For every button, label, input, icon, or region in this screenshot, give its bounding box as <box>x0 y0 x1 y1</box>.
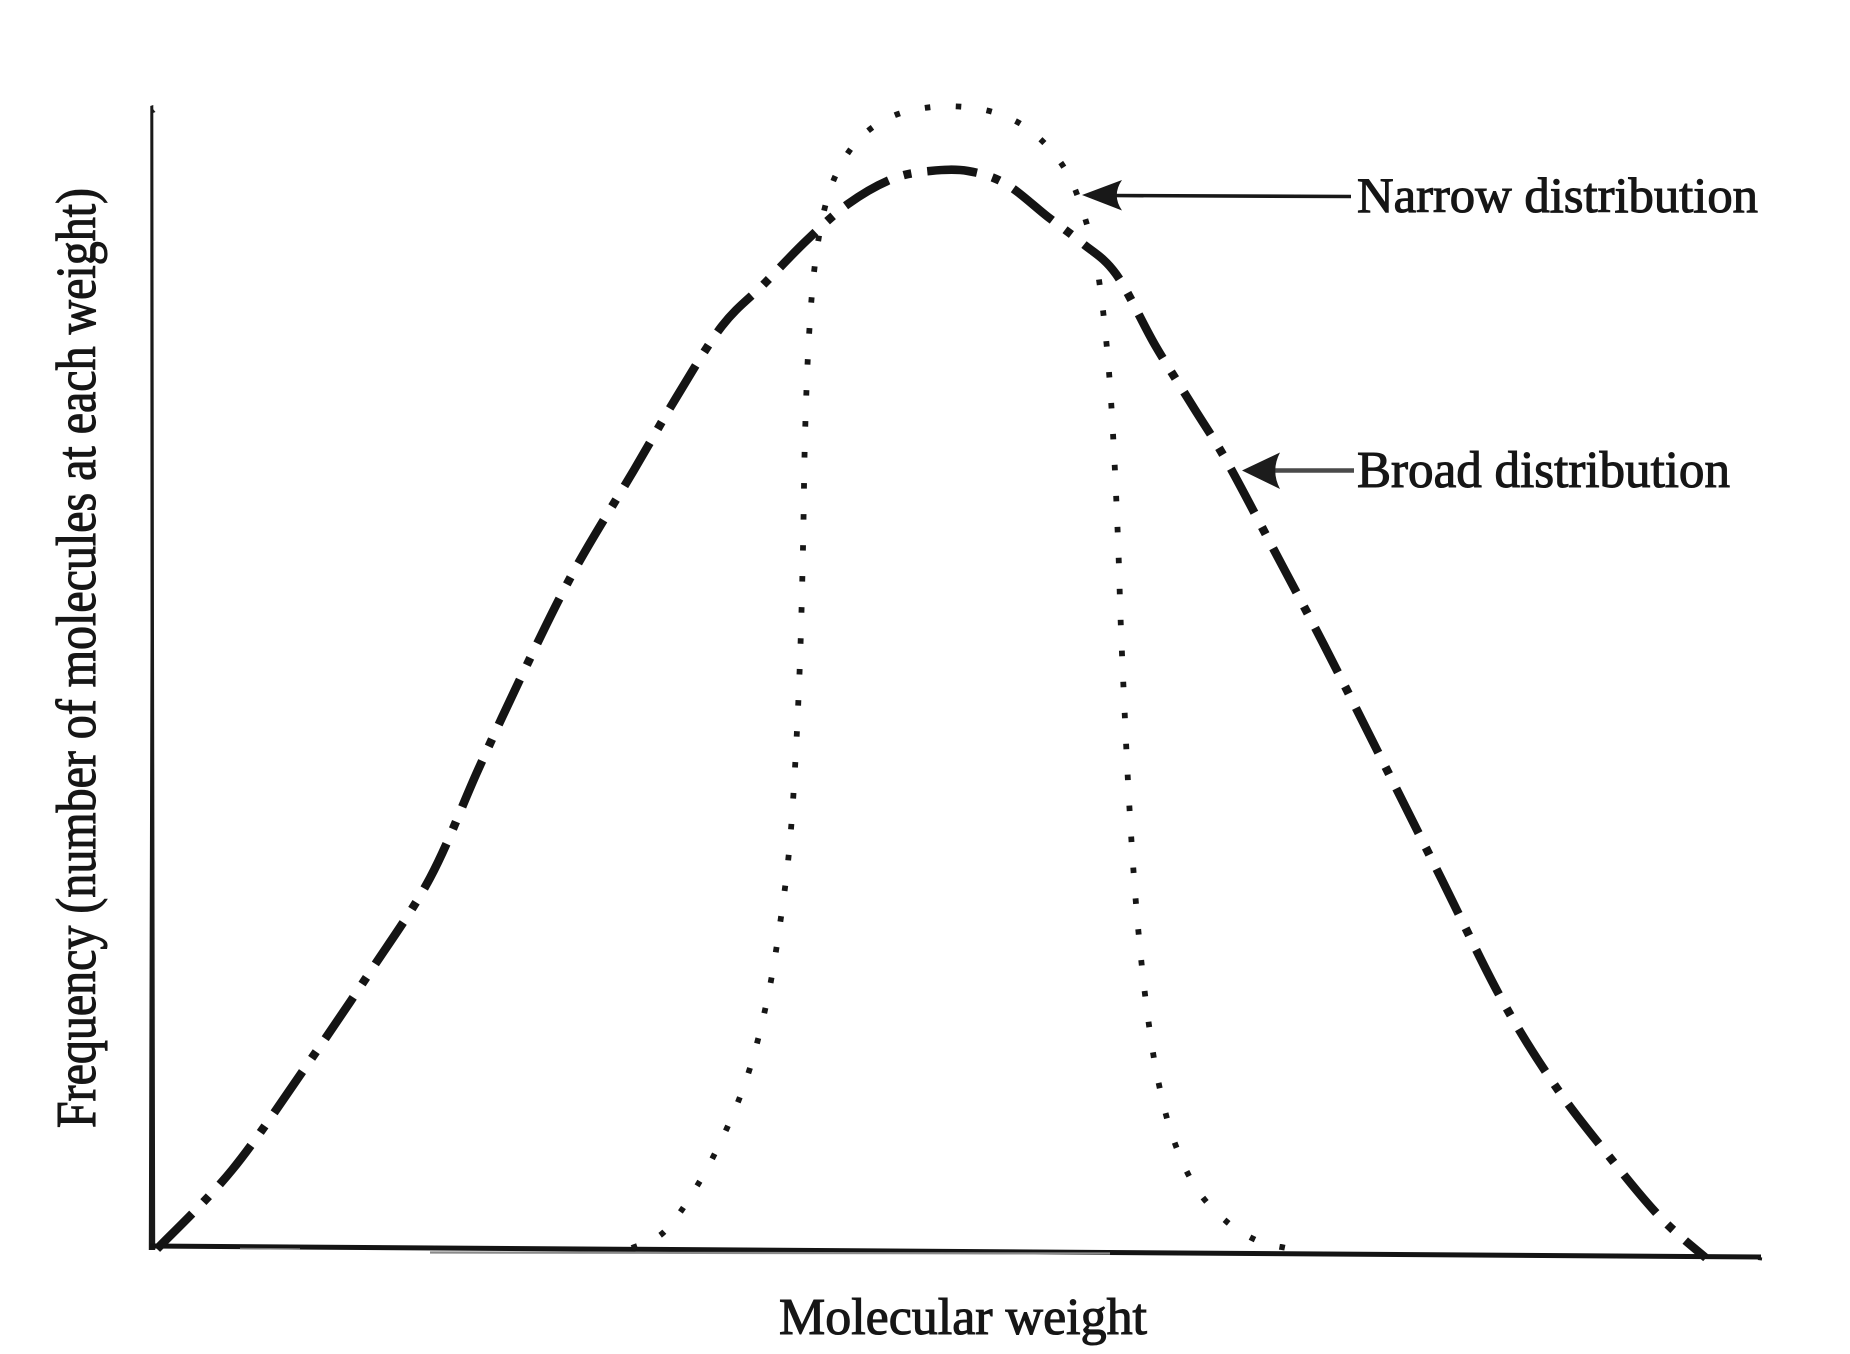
svg-text:Molecular weight: Molecular weight <box>779 1289 1148 1346</box>
svg-text:Narrow distribution: Narrow distribution <box>1357 167 1758 223</box>
svg-text:Broad distribution: Broad distribution <box>1357 442 1730 499</box>
svg-text:Frequency (number of molecules: Frequency (number of molecules at each w… <box>46 188 108 1128</box>
